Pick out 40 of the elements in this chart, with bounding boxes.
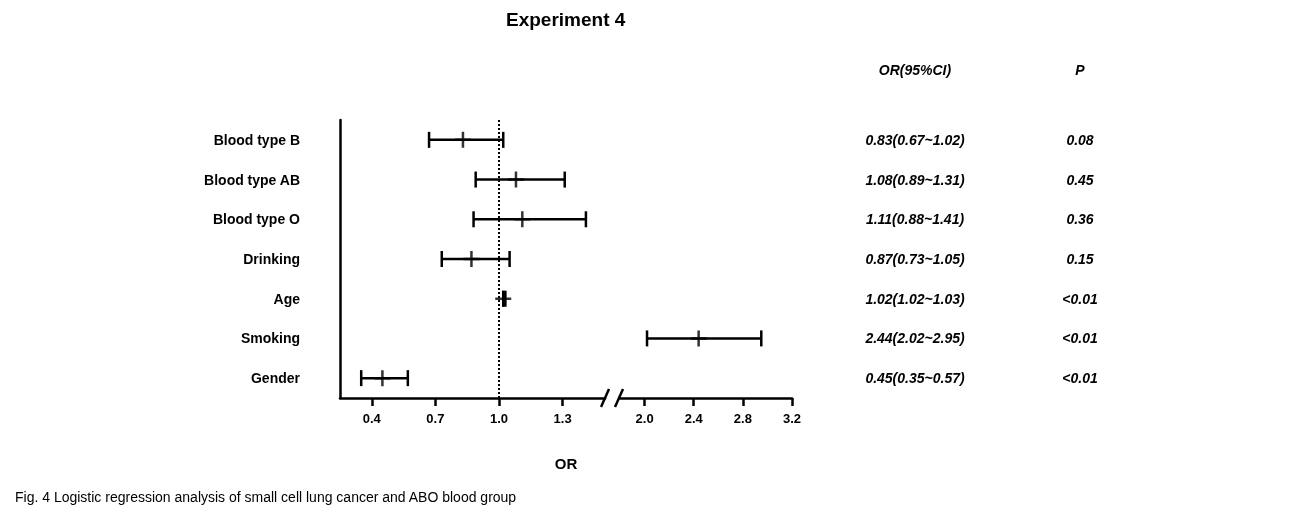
- text: 0.36: [1066, 211, 1094, 228]
- text: P: [1075, 62, 1086, 78]
- y-tick-label: Gender: [250, 370, 301, 387]
- x-tick-label: 1.0: [489, 411, 509, 426]
- text: <0.01: [1062, 330, 1098, 347]
- data-label: 1.11(0.88~1.41): [865, 211, 965, 228]
- text: <0.01: [1062, 370, 1098, 387]
- caption: Fig. 4 Logistic regression analysis of small cell lung cancer and ABO blood group: [15, 489, 517, 505]
- text: <0.01: [1062, 290, 1098, 307]
- data-label: 0.45(0.35~0.57): [865, 370, 965, 387]
- data-label: 0.83(0.67~1.02): [865, 131, 965, 148]
- x-tick-label: 2.8: [733, 411, 752, 426]
- x-tick-label: 0.4: [362, 411, 382, 426]
- point: [493, 289, 513, 308]
- text: 2.44(2.02~2.95): [865, 330, 965, 347]
- text: 0.45: [1066, 171, 1094, 188]
- x-axis-title: OR: [554, 454, 578, 472]
- point: [462, 249, 481, 269]
- point: [506, 170, 526, 189]
- x-tick-label: 2.0: [635, 411, 654, 426]
- text: OR(95%CI): [878, 62, 952, 78]
- y-tick-label: Blood type AB: [204, 171, 300, 188]
- data-label: 0.87(0.73~1.05): [865, 251, 965, 267]
- data-label: 1.08(0.89~1.31): [865, 171, 965, 188]
- text: 0.15: [1066, 251, 1094, 267]
- y-tick-label: Blood type O: [212, 211, 301, 228]
- text: 0.08: [1066, 131, 1094, 148]
- y-tick-label: Blood type B: [213, 131, 300, 148]
- y-tick-label: Smoking: [240, 330, 300, 347]
- x-tick-label: 3.2: [782, 411, 802, 426]
- data-label: 1.02(1.02~1.03): [865, 290, 965, 307]
- y-tick-label: Age: [273, 290, 301, 307]
- x-tick-label: 1.3: [553, 411, 572, 426]
- x-tick-label: 2.4: [684, 411, 704, 426]
- point: [373, 368, 392, 388]
- x-tick-label: 0.7: [426, 411, 445, 426]
- point: [513, 210, 532, 229]
- y-tick-label: Drinking: [243, 251, 300, 267]
- point: [453, 130, 473, 150]
- chart-title: Experiment 4: [506, 9, 626, 30]
